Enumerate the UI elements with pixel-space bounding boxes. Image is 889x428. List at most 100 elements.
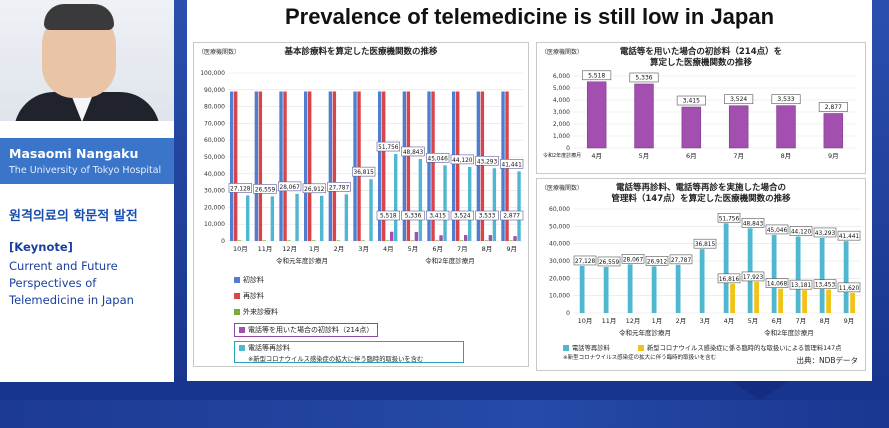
chart1-bar [312, 240, 316, 241]
chart3-bar [579, 265, 585, 313]
chart1-data-label: 26,559 [255, 187, 276, 193]
chart3-data-label-box [693, 238, 717, 249]
chart1-bar [234, 91, 238, 241]
chart1-data-label-box [278, 181, 302, 192]
chart-panel-phone-first-visit: 電話等を用いた場合の初診料（214点）を 算定した医療機関数の推移 （医療機関数… [536, 42, 866, 174]
session-title: 원격의료의 학문적 발전 [9, 209, 138, 224]
chart1-data-label-box [302, 183, 326, 194]
chart1-data-label: 3,524 [454, 214, 471, 220]
legend-label: 再診料 [243, 292, 264, 300]
chart1-bar [418, 158, 423, 241]
chart3-bar [819, 237, 825, 313]
chart1-bar [262, 240, 267, 241]
chart3-xtick-label: 10月 [578, 317, 593, 325]
chart3-data-label-box [573, 255, 597, 266]
chart1-data-label: 28,067 [280, 185, 301, 191]
chart2-data-label-box [676, 95, 706, 106]
speaker-panel: Masaomi Nangaku The University of Tokyo … [0, 0, 174, 382]
chart1-bar [246, 195, 250, 241]
chart3-xtick-label: 3月 [700, 317, 711, 325]
chart3-data-label: 41,441 [839, 234, 860, 240]
chart1-bar [304, 91, 308, 241]
legend-label: 初診料 [243, 276, 264, 284]
legend-label: 電話等を用いた場合の初診料（214点） [248, 326, 374, 334]
chart3-bar [843, 241, 849, 313]
chart1-ytick-label: 0 [221, 238, 225, 245]
chart1-bar [382, 91, 386, 241]
chart1-title: 基本診療料を算定した医療機関数の推移 [284, 47, 438, 57]
chart2-bar [823, 113, 844, 149]
chart3-xtick-label: 5月 [748, 317, 759, 325]
chart1-data-label-box [327, 182, 351, 192]
chart1-bar [295, 193, 299, 241]
chart1-xtick-label: 1月 [309, 245, 320, 253]
chart3-data-label: 17,923 [743, 275, 764, 281]
chart3-legend-item: 新型コロナウイルス感染症に係る臨時的な取扱いによる管理料147点 [638, 343, 841, 352]
chart1-group-label: 令和元年度診療月 [276, 256, 328, 265]
keynote-label: [Keynote] [9, 240, 73, 254]
chart3-data-label: 51,756 [719, 216, 740, 222]
chart3-xtick-label: 11月 [602, 317, 617, 325]
chart1-data-label: 27,128 [230, 186, 251, 192]
chart2-ytick-label: 1,000 [553, 133, 570, 140]
background-band [0, 400, 889, 428]
chart3-bar [603, 266, 609, 313]
chart1-unit: （医療機関数） [198, 49, 241, 56]
chart1-legend-item: 初診料 [234, 275, 264, 285]
chart1-bar [336, 240, 341, 241]
legend-label: 電話等再診料 [572, 345, 610, 352]
chart1-bar [332, 91, 337, 241]
legend-swatch [638, 345, 644, 351]
chart3-data-label-box [741, 271, 765, 282]
chart1-data-label: 41,441 [502, 162, 523, 168]
chart1-bar [410, 240, 415, 241]
chart3-xtick-label: 9月 [844, 317, 855, 325]
chart1-xtick-label: 3月 [358, 245, 369, 253]
chart3-xtick-label: 6月 [772, 317, 783, 325]
chart3-xtick-label: 7月 [796, 317, 807, 325]
chart1-data-label-box [450, 154, 474, 165]
chart3-legend-item: 電話等再診料 [563, 343, 610, 352]
chart1-data-label: 5,518 [380, 214, 397, 220]
chart3-bar [675, 264, 681, 313]
legend-label: 新型コロナウイルス感染症に係る臨時的な取扱いによる管理料147点 [647, 345, 842, 352]
chart2-data-label: 2,877 [825, 104, 842, 111]
chart1-bar [464, 235, 468, 241]
chart1-bar [369, 179, 373, 241]
speaker-photo [0, 0, 174, 121]
chart1-data-label-box [475, 210, 499, 221]
chart1-group-label: 令和2年度診療月 [425, 256, 475, 265]
chart2-xtick-label: 6月 [686, 152, 697, 160]
chart3-bar [826, 289, 831, 313]
chart3-data-label-box [765, 224, 789, 235]
chart1-bar [484, 240, 489, 241]
chart2-unit: （医療機関数） [541, 49, 584, 56]
chart3-data-label: 16,816 [719, 277, 740, 283]
chart1-xtick-label: 11月 [258, 245, 273, 253]
chart1-data-label-box [500, 210, 524, 221]
chart2-data-label-box [582, 70, 612, 81]
chart3-data-label: 45,046 [767, 228, 788, 234]
chart1-data-label: 43,293 [477, 159, 498, 165]
chart1-xtick-label: 5月 [408, 245, 419, 253]
chart2-xtick-label: 7月 [733, 152, 744, 160]
chart1-bar [320, 195, 324, 241]
chart1-bar [443, 165, 447, 241]
chart1-data-label-box [401, 210, 425, 221]
chart1-data-label: 3,533 [479, 214, 496, 220]
chart1-data-label: 2,877 [503, 214, 520, 220]
photo-hair [44, 4, 114, 30]
chart2-plot: 6,000 5,000 4,000 3,000 2,000 1,000 0 5,518 4月 5,… [543, 70, 857, 160]
legend-swatch [234, 293, 240, 299]
speaker-name-bar: Masaomi Nangaku The University of Tokyo … [0, 138, 174, 184]
chart3-data-label-box [837, 230, 861, 241]
chart3-plot: 60,000 50,000 40,000 30,000 20,000 10,000 0 27,… [549, 206, 861, 337]
chart3-data-label-box [741, 218, 765, 228]
chart1-bar [238, 240, 242, 241]
chart3-bar [747, 228, 753, 313]
chart1-data-label: 48,843 [403, 150, 424, 156]
chart1-ytick-label: 50,000 [204, 154, 225, 161]
chart3-ytick-label: 10,000 [549, 293, 570, 300]
chart1-bar [468, 166, 472, 241]
chart3-data-label: 27,787 [671, 258, 692, 264]
